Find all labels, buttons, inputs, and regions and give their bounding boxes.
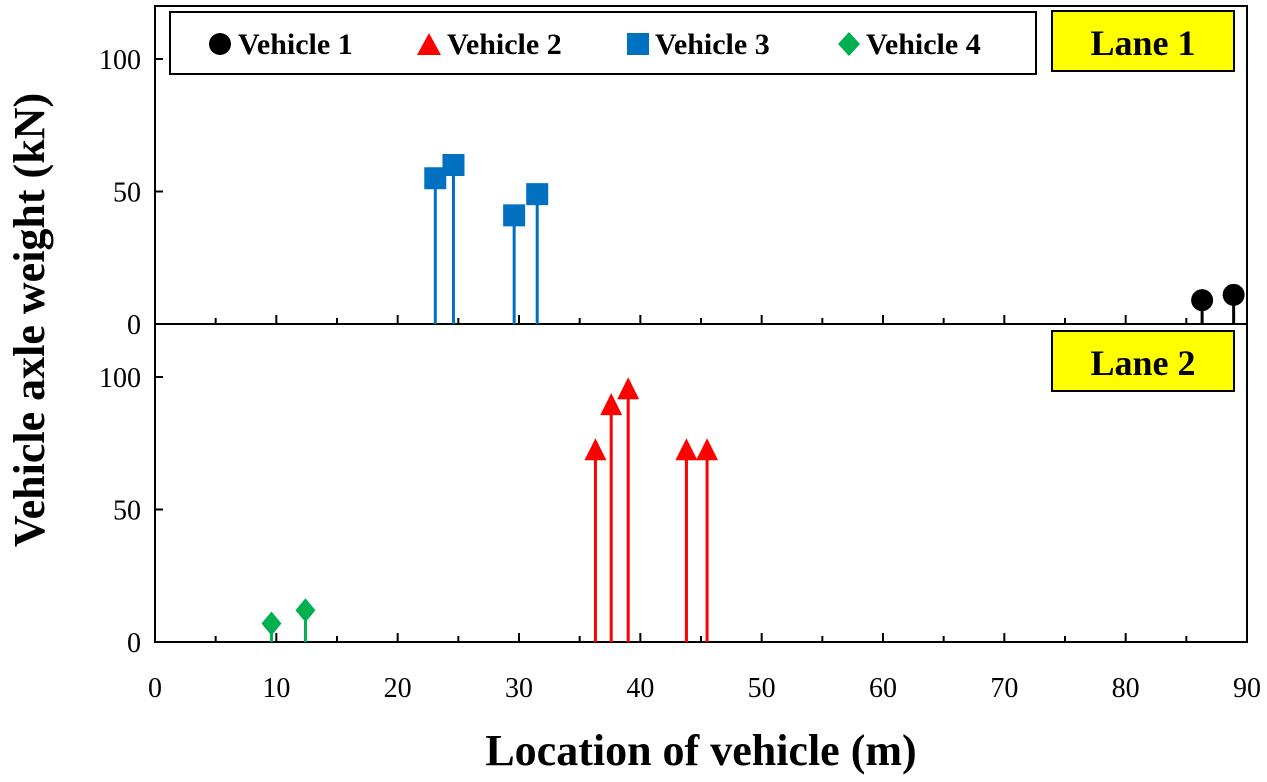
point-vehicle-4 xyxy=(261,611,282,636)
x-tick-label: 80 xyxy=(1112,673,1140,704)
y-tick-label-lane-1: 100 xyxy=(99,45,141,76)
point-vehicle-3 xyxy=(442,154,465,176)
legend-label-vehicle-1: Vehicle 1 xyxy=(238,28,353,61)
legend-label-vehicle-2: Vehicle 2 xyxy=(447,28,562,61)
legend-box xyxy=(169,11,1037,75)
lane-label-2: Lane 2 xyxy=(1051,330,1235,392)
point-vehicle-1 xyxy=(1222,283,1245,306)
y-tick-label-lane-1: 0 xyxy=(127,310,141,341)
legend-label-vehicle-3: Vehicle 3 xyxy=(655,28,770,61)
x-tick-label: 30 xyxy=(505,673,533,704)
x-tick-label: 0 xyxy=(148,673,162,704)
y-tick-label-lane-1: 50 xyxy=(113,178,141,209)
lane-label-2-box xyxy=(1051,330,1235,392)
y-tick-label-lane-2: 50 xyxy=(113,496,141,527)
legend-marker-vehicle-1 xyxy=(209,33,231,55)
point-vehicle-4 xyxy=(295,598,316,623)
legend-label-vehicle-4: Vehicle 4 xyxy=(866,28,981,61)
point-vehicle-2 xyxy=(675,438,698,461)
point-vehicle-2 xyxy=(696,438,719,461)
point-vehicle-2 xyxy=(600,393,623,416)
legend: Vehicle 1 Vehicle 2 Vehicle 3 Vehicle 4 xyxy=(169,11,1037,75)
point-vehicle-3 xyxy=(526,183,549,206)
legend-marker-vehicle-4 xyxy=(838,32,860,56)
x-tick-label: 60 xyxy=(869,673,897,704)
point-vehicle-3 xyxy=(424,167,447,190)
x-tick-label: 90 xyxy=(1233,673,1261,704)
chart-marks xyxy=(261,154,1245,642)
point-vehicle-3 xyxy=(503,204,526,227)
point-vehicle-1 xyxy=(1191,289,1214,312)
y-tick-label-lane-2: 100 xyxy=(99,363,141,394)
lane-label-1: Lane 1 xyxy=(1051,10,1235,72)
lane-label-2-text: Lane 2 xyxy=(1090,343,1195,383)
x-tick-label: 70 xyxy=(990,673,1018,704)
lane-label-1-box xyxy=(1051,10,1235,72)
y-tick-label-lane-2: 0 xyxy=(127,628,141,659)
axis-ticks: 0 50 100 0 50 100 0 10 20 30 40 50 60 70 80 90 xyxy=(99,45,1261,704)
point-vehicle-2 xyxy=(584,438,607,461)
legend-marker-vehicle-3 xyxy=(627,33,649,55)
x-axis-title: Location of vehicle (m) xyxy=(485,726,916,775)
lane-label-1-text: Lane 1 xyxy=(1090,23,1195,63)
x-tick-label: 20 xyxy=(384,673,412,704)
x-tick-label: 40 xyxy=(626,673,654,704)
point-vehicle-2 xyxy=(617,377,640,400)
x-tick-label: 50 xyxy=(748,673,776,704)
y-axis-title: Vehicle axle weight (kN) xyxy=(5,93,54,547)
legend-marker-vehicle-2 xyxy=(417,33,441,55)
x-tick-label: 10 xyxy=(262,673,290,704)
